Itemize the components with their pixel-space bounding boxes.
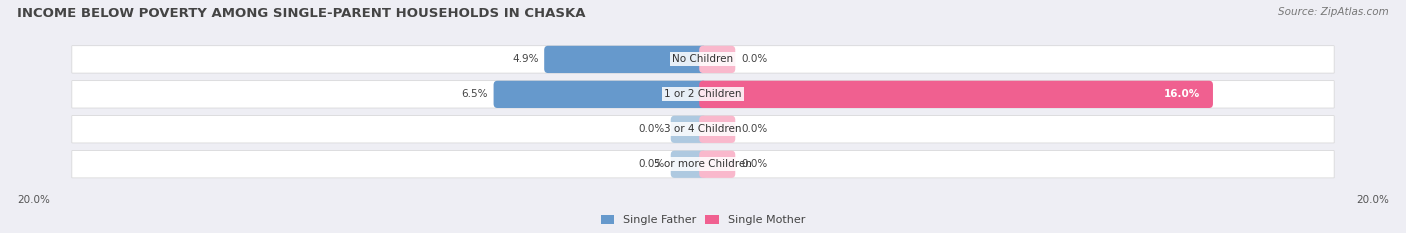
FancyBboxPatch shape xyxy=(671,116,707,143)
Text: Source: ZipAtlas.com: Source: ZipAtlas.com xyxy=(1278,7,1389,17)
Text: INCOME BELOW POVERTY AMONG SINGLE-PARENT HOUSEHOLDS IN CHASKA: INCOME BELOW POVERTY AMONG SINGLE-PARENT… xyxy=(17,7,585,20)
Text: 0.0%: 0.0% xyxy=(741,124,768,134)
FancyBboxPatch shape xyxy=(72,151,1334,178)
FancyBboxPatch shape xyxy=(699,116,735,143)
Text: 3 or 4 Children: 3 or 4 Children xyxy=(664,124,742,134)
Text: 0.0%: 0.0% xyxy=(741,55,768,64)
Text: No Children: No Children xyxy=(672,55,734,64)
Text: 1 or 2 Children: 1 or 2 Children xyxy=(664,89,742,99)
FancyBboxPatch shape xyxy=(72,46,1334,73)
Text: 0.0%: 0.0% xyxy=(638,159,665,169)
FancyBboxPatch shape xyxy=(72,116,1334,143)
FancyBboxPatch shape xyxy=(72,81,1334,108)
Text: 0.0%: 0.0% xyxy=(638,124,665,134)
Legend: Single Father, Single Mother: Single Father, Single Mother xyxy=(600,215,806,225)
FancyBboxPatch shape xyxy=(544,46,707,73)
FancyBboxPatch shape xyxy=(699,151,735,178)
FancyBboxPatch shape xyxy=(494,81,707,108)
Text: 16.0%: 16.0% xyxy=(1163,89,1199,99)
Text: 5 or more Children: 5 or more Children xyxy=(654,159,752,169)
Text: 6.5%: 6.5% xyxy=(461,89,488,99)
FancyBboxPatch shape xyxy=(699,46,735,73)
FancyBboxPatch shape xyxy=(671,151,707,178)
Text: 4.9%: 4.9% xyxy=(512,55,538,64)
Text: 0.0%: 0.0% xyxy=(741,159,768,169)
Text: 20.0%: 20.0% xyxy=(1357,195,1389,205)
FancyBboxPatch shape xyxy=(699,81,1213,108)
Text: 20.0%: 20.0% xyxy=(17,195,49,205)
